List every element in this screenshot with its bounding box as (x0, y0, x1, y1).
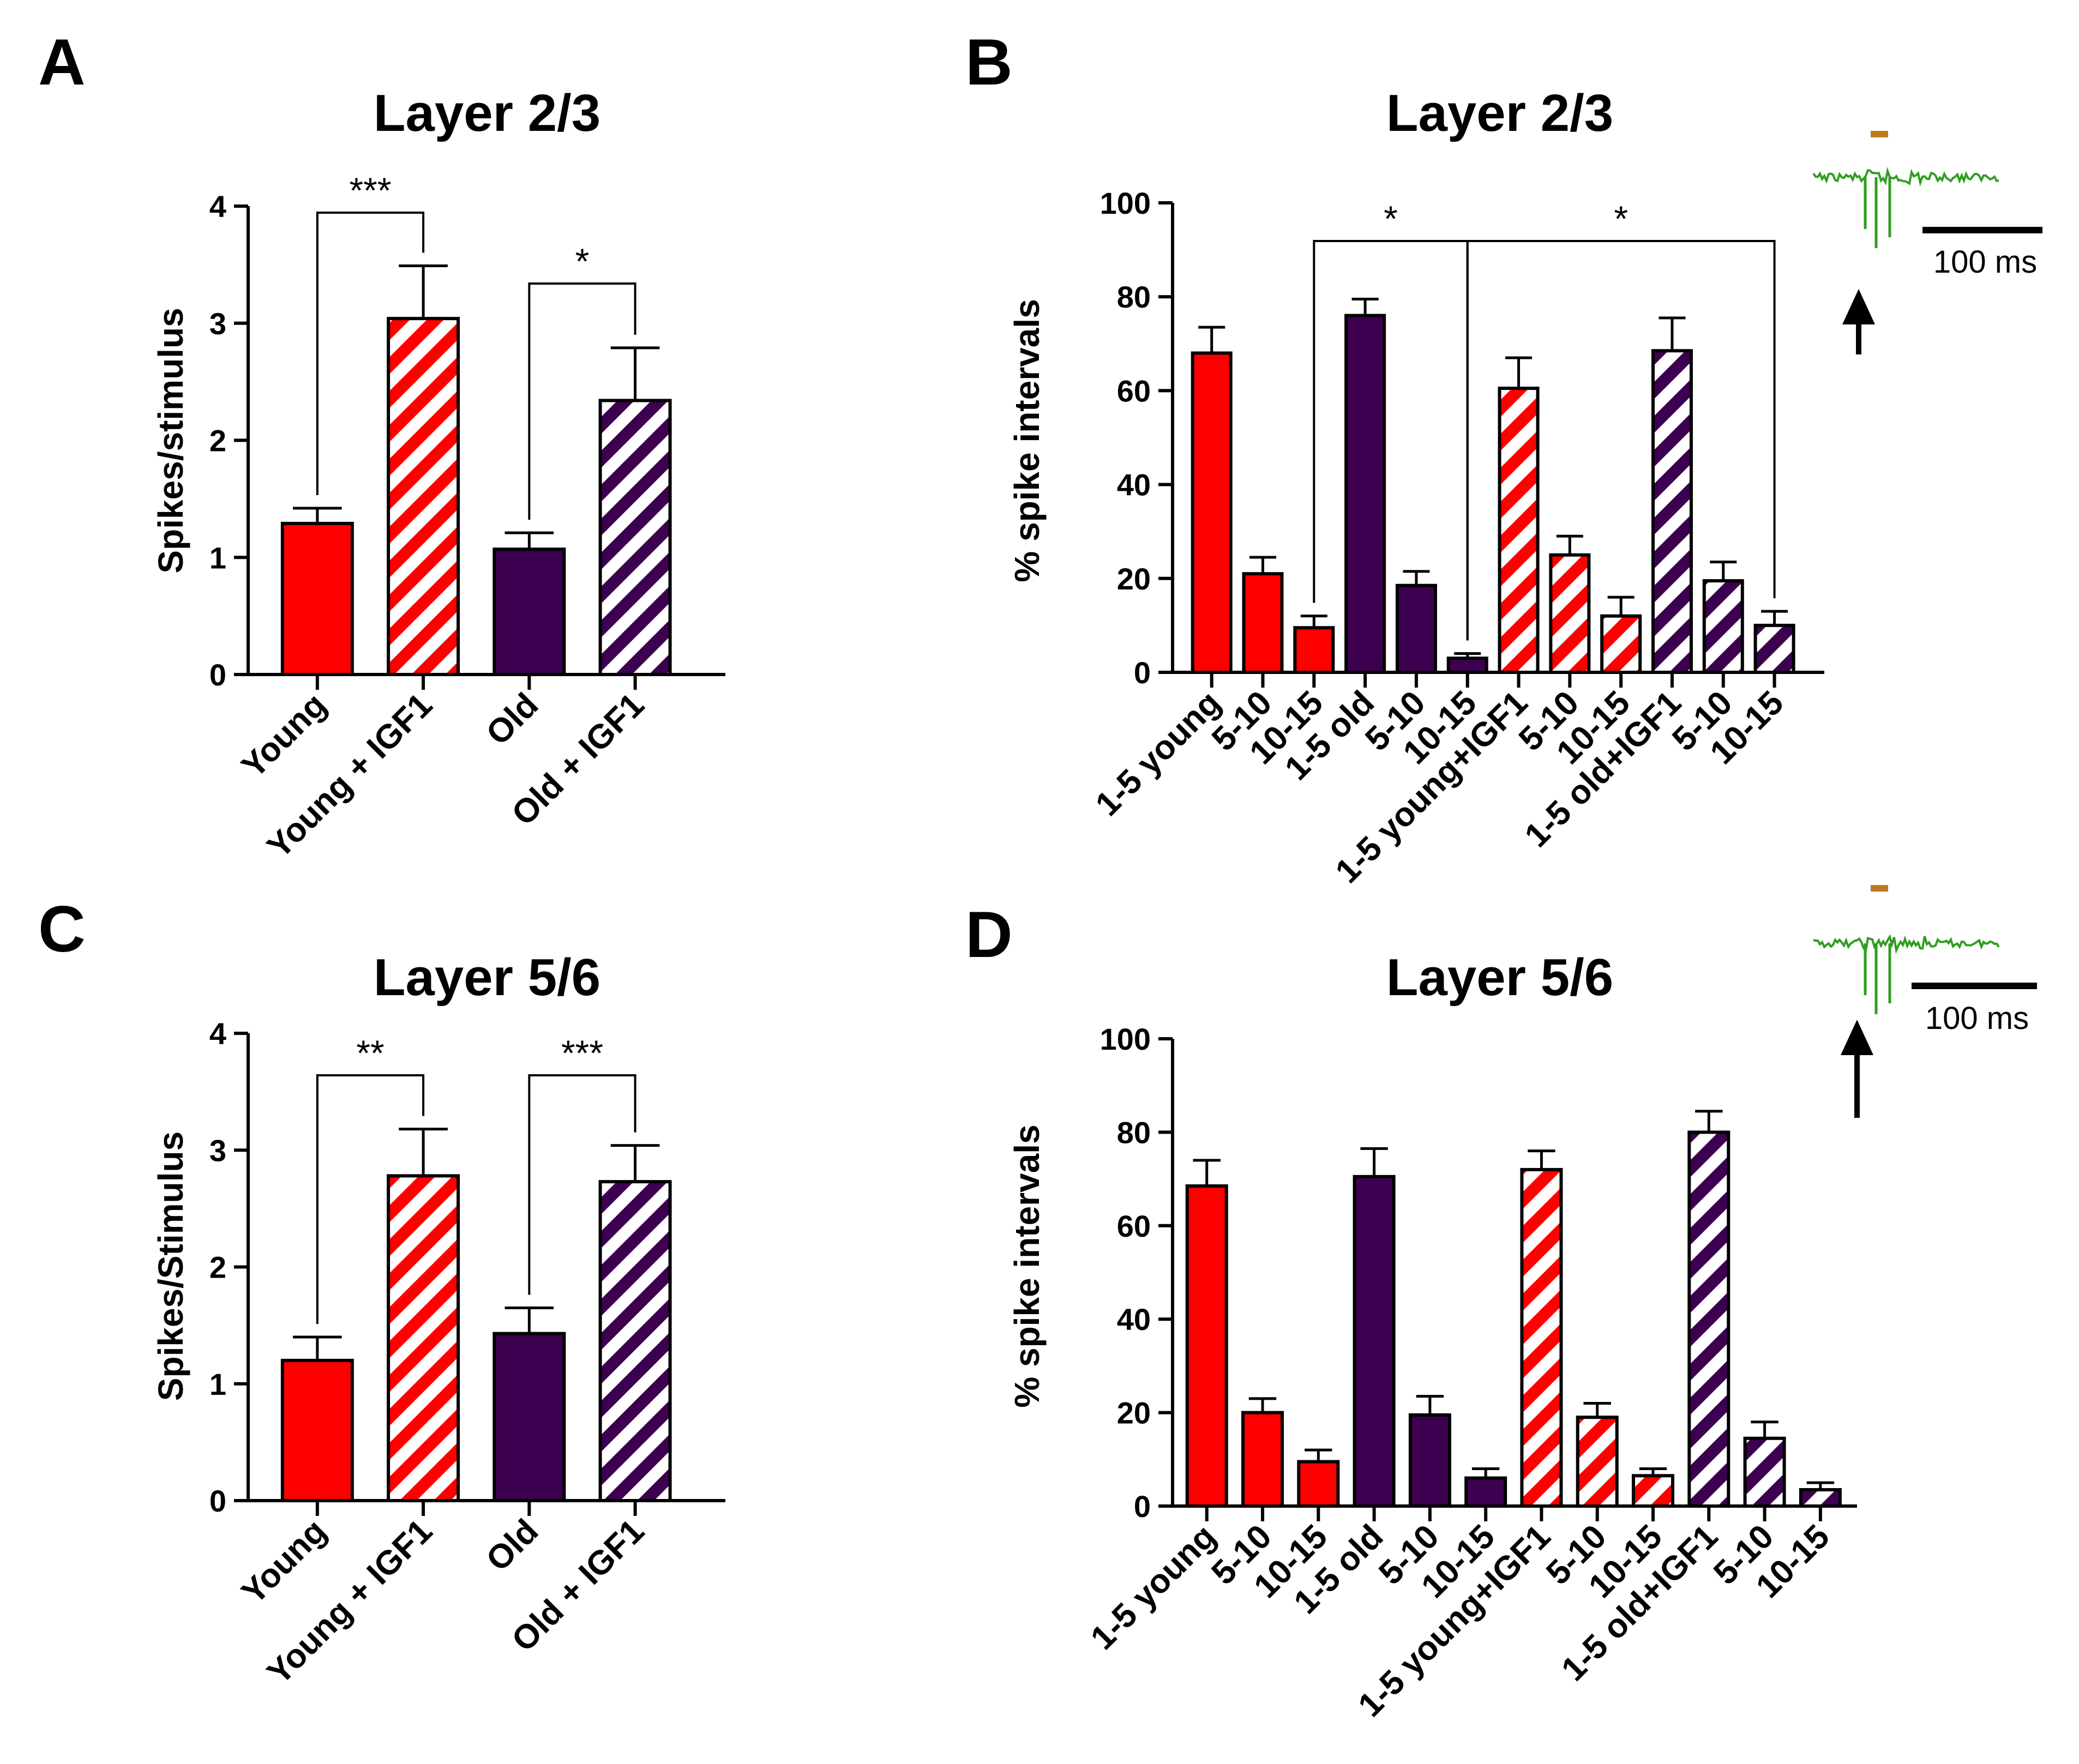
y-tick-label: 4 (209, 1016, 226, 1051)
bar (1241, 1411, 1284, 1508)
bar (1743, 1436, 1786, 1508)
y-tick-label: 20 (1117, 562, 1151, 596)
significance-bracket (1466, 240, 1776, 641)
bar (1353, 1175, 1396, 1508)
y-tick-label: 40 (1117, 1302, 1151, 1336)
y-axis-label: % spike intervals (1007, 299, 1047, 582)
y-tick-label: 1 (209, 540, 226, 575)
panel-letter: A (38, 26, 86, 99)
bar (1395, 583, 1437, 674)
bar (1242, 572, 1284, 674)
y-tick-label: 4 (209, 189, 226, 224)
y-tick-label: 0 (1134, 1489, 1151, 1524)
chart-title: Layer 5/6 (1386, 948, 1613, 1007)
bar (1464, 1476, 1507, 1508)
y-tick-label: 80 (1117, 280, 1151, 314)
significance-bracket (316, 1074, 425, 1324)
significance-bracket (528, 282, 636, 520)
y-tick-label: 100 (1100, 186, 1151, 220)
bar (1799, 1488, 1842, 1508)
bar (1520, 1167, 1563, 1508)
significance-label: ** (356, 1033, 384, 1073)
y-axis-label: Spikes/Stimulus (151, 1131, 190, 1401)
x-tick-label: Young (235, 686, 334, 785)
up-arrow-icon (1841, 1020, 1873, 1055)
bar (1576, 1416, 1619, 1508)
x-tick-label: 1-5 young (1084, 1518, 1223, 1657)
bar (492, 1332, 566, 1503)
significance-label: * (1384, 198, 1398, 239)
significance-label: * (575, 241, 590, 281)
significance-label: *** (561, 1033, 603, 1073)
bar (387, 317, 460, 676)
bar (1702, 579, 1744, 674)
chart-panel-b: B Layer 2/3 0 20 40 60 80 100 % spike intervals 1… (965, 26, 2042, 890)
y-tick-label: 40 (1117, 468, 1151, 502)
y-tick-label: 20 (1117, 1396, 1151, 1430)
bar (1344, 314, 1386, 674)
spike-trace-inset: 100 ms (1813, 885, 2037, 1118)
y-axis-label: % spike intervals (1007, 1124, 1047, 1407)
bar (598, 399, 672, 676)
bar (1191, 351, 1233, 674)
y-tick-label: 60 (1117, 374, 1151, 408)
bar (1753, 623, 1795, 675)
y-tick-label: 80 (1117, 1115, 1151, 1149)
x-tick-label: 1-5 young (1089, 684, 1228, 823)
chart-title: Layer 5/6 (374, 948, 600, 1007)
panel-letter: B (965, 26, 1013, 99)
x-tick-label: Young (235, 1512, 334, 1611)
y-tick-label: 3 (209, 306, 226, 341)
bar (1446, 657, 1488, 675)
bar (1549, 553, 1591, 674)
y-tick-label: 0 (209, 1484, 226, 1518)
spike-trace-icon (1812, 167, 1999, 187)
bar (1632, 1474, 1675, 1508)
x-tick-label: Old (479, 686, 545, 752)
y-tick-label: 100 (1100, 1022, 1151, 1056)
y-tick-label: 60 (1117, 1209, 1151, 1243)
significance-label: * (1614, 198, 1628, 239)
spike-trace-inset: 100 ms (1812, 131, 2042, 354)
bar (387, 1174, 460, 1502)
bar (1185, 1184, 1228, 1508)
bar (1600, 614, 1642, 675)
panel-letter: C (38, 893, 86, 966)
y-tick-label: 0 (1134, 655, 1151, 690)
bar (1408, 1413, 1451, 1508)
scale-bar-label: 100 ms (1933, 244, 2037, 280)
bar (1293, 626, 1335, 674)
stimulus-marker (1871, 131, 1888, 137)
panel-letter: D (965, 898, 1013, 971)
y-tick-label: 0 (209, 658, 226, 692)
x-tick-label: Old (479, 1512, 545, 1579)
stimulus-marker (1871, 885, 1888, 892)
spike-trace-icon (1813, 934, 2000, 954)
y-tick-label: 3 (209, 1133, 226, 1167)
significance-label: *** (349, 170, 391, 210)
chart-title: Layer 2/3 (374, 84, 600, 142)
bar (280, 521, 354, 676)
up-arrow-icon (1842, 289, 1875, 324)
bar (598, 1180, 672, 1502)
y-axis-label: Spikes/stimulus (151, 308, 190, 573)
significance-bracket (528, 1074, 636, 1295)
bar (1687, 1130, 1731, 1508)
y-tick-label: 2 (209, 1250, 226, 1285)
bar (1498, 387, 1540, 674)
y-tick-label: 2 (209, 424, 226, 458)
scale-bar-label: 100 ms (1925, 1001, 2029, 1036)
chart-panel-d: D Layer 5/6 0 20 40 60 80 100 % spike intervals 1… (965, 885, 2037, 1724)
bar (492, 547, 566, 677)
y-tick-label: 1 (209, 1367, 226, 1401)
bar (1297, 1460, 1340, 1508)
bar (280, 1358, 354, 1502)
significance-bracket (1313, 240, 1469, 641)
significance-bracket (316, 212, 425, 496)
bar (1651, 349, 1693, 674)
chart-title: Layer 2/3 (1386, 84, 1613, 142)
